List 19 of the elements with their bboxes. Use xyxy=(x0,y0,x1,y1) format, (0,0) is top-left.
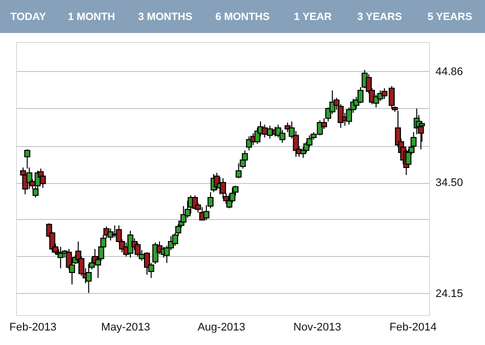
x-tick-label: Feb-2014 xyxy=(390,322,437,334)
y-tick-label: 44.86 xyxy=(436,66,464,78)
x-tick-label: Nov-2013 xyxy=(293,322,342,334)
candlestick xyxy=(152,242,158,264)
text: 6 MONTHS xyxy=(215,11,270,23)
text: 1 MONTH xyxy=(68,11,116,23)
text: 1 YEAR xyxy=(294,11,332,23)
x-tick-label: Aug-2013 xyxy=(198,322,246,334)
x-tick-label: Feb-2013 xyxy=(9,322,56,334)
y-tick-label: 24.15 xyxy=(436,288,464,300)
text: 5 YEARS xyxy=(427,11,472,23)
text: TODAY xyxy=(10,11,46,23)
y-tick-label: 34.50 xyxy=(436,177,464,190)
x-tick-label: May-2013 xyxy=(101,322,150,334)
text: 3 YEARS xyxy=(357,11,402,23)
text: 3 MONTHS xyxy=(138,11,192,23)
candlestick xyxy=(242,150,248,163)
candlestick xyxy=(410,132,417,149)
candlestick xyxy=(236,162,242,179)
